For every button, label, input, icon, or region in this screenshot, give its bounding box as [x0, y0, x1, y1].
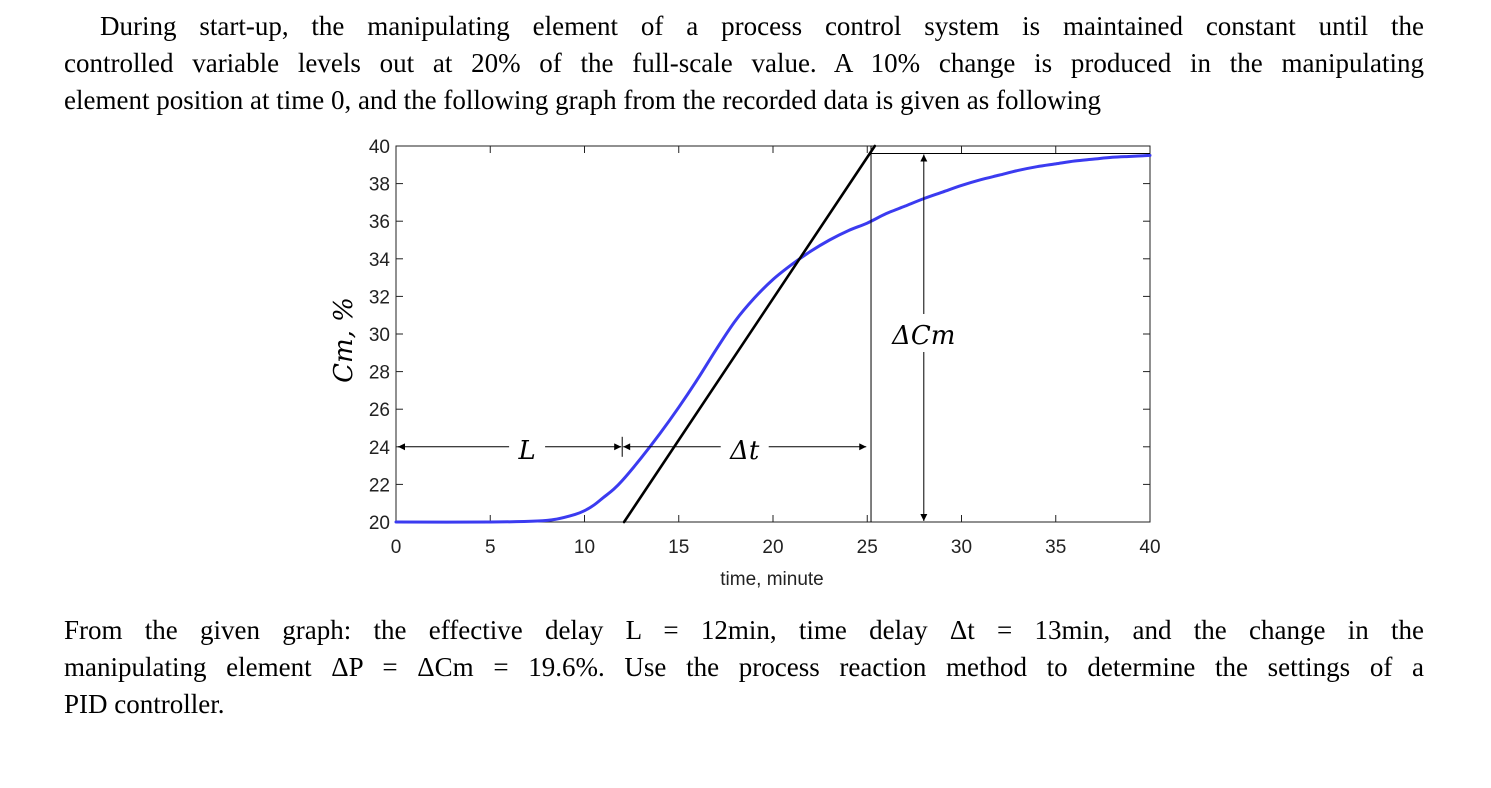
- x-tick-label: 30: [951, 537, 972, 558]
- conclusion-line-3: PID controller.: [64, 689, 225, 719]
- y-tick-label: 26: [369, 400, 390, 421]
- intro-paragraph: During start-up, the manipulating elemen…: [64, 8, 1424, 119]
- axis-ticks: 0 5 10 15 20 25 30 35 40 20 22 24 26 28 30 32 34 36 38 40: [369, 137, 1161, 558]
- conclusion-line-1: From the given graph: the effective dela…: [64, 615, 1424, 645]
- x-axis-label: time, minute: [720, 569, 823, 590]
- tangent-line: [622, 144, 877, 524]
- x-tick-label: 0: [391, 537, 402, 558]
- y-axis-label: Cm, %: [329, 297, 359, 383]
- y-tick-label: 36: [369, 212, 390, 233]
- plot-frame: [395, 145, 1151, 523]
- series-group: [394, 144, 1152, 524]
- y-tick-label: 32: [369, 287, 390, 308]
- response-curve: [394, 153, 1152, 524]
- y-tick-label: 34: [369, 250, 391, 271]
- delta-cm-label: ΔCm: [891, 321, 955, 351]
- y-tick-label: 22: [369, 475, 390, 496]
- y-tick-label: 30: [369, 325, 390, 346]
- conclusion-line-2: manipulating element ΔP = ΔCm = 19.6%. U…: [64, 652, 1424, 682]
- annotations: L Δt ΔCm: [398, 146, 1150, 522]
- x-tick-label: 15: [668, 537, 689, 558]
- x-tick-label: 20: [762, 537, 783, 558]
- response-chart: 0 5 10 15 20 25 30 35 40 20 22 24 26 28 30 32 34 36 38 40 L…: [329, 137, 1161, 590]
- delta-cm-label-bg: [893, 314, 954, 352]
- time-delay-label-bg: [720, 429, 769, 462]
- y-tick-label: 38: [369, 175, 390, 196]
- x-tick-label: 35: [1045, 537, 1066, 558]
- delay-label: L: [517, 436, 535, 466]
- x-tick-label: 40: [1139, 537, 1160, 558]
- y-tick-label: 24: [369, 438, 391, 459]
- intro-line-2: controlled variable levels out at 20% of…: [64, 48, 1424, 78]
- conclusion-paragraph: From the given graph: the effective dela…: [64, 612, 1424, 723]
- delay-label-bg: [509, 429, 546, 462]
- x-tick-label: 25: [857, 537, 878, 558]
- x-tick-label: 10: [574, 537, 595, 558]
- y-tick-label: 20: [369, 513, 390, 534]
- x-tick-label: 5: [485, 537, 496, 558]
- y-tick-label: 40: [369, 137, 390, 158]
- y-tick-label: 28: [369, 363, 390, 384]
- time-delay-label: Δt: [729, 436, 760, 466]
- axes-box: [395, 145, 1151, 523]
- intro-line-1: During start-up, the manipulating elemen…: [100, 11, 1424, 41]
- intro-line-3: element position at time 0, and the foll…: [64, 85, 1101, 115]
